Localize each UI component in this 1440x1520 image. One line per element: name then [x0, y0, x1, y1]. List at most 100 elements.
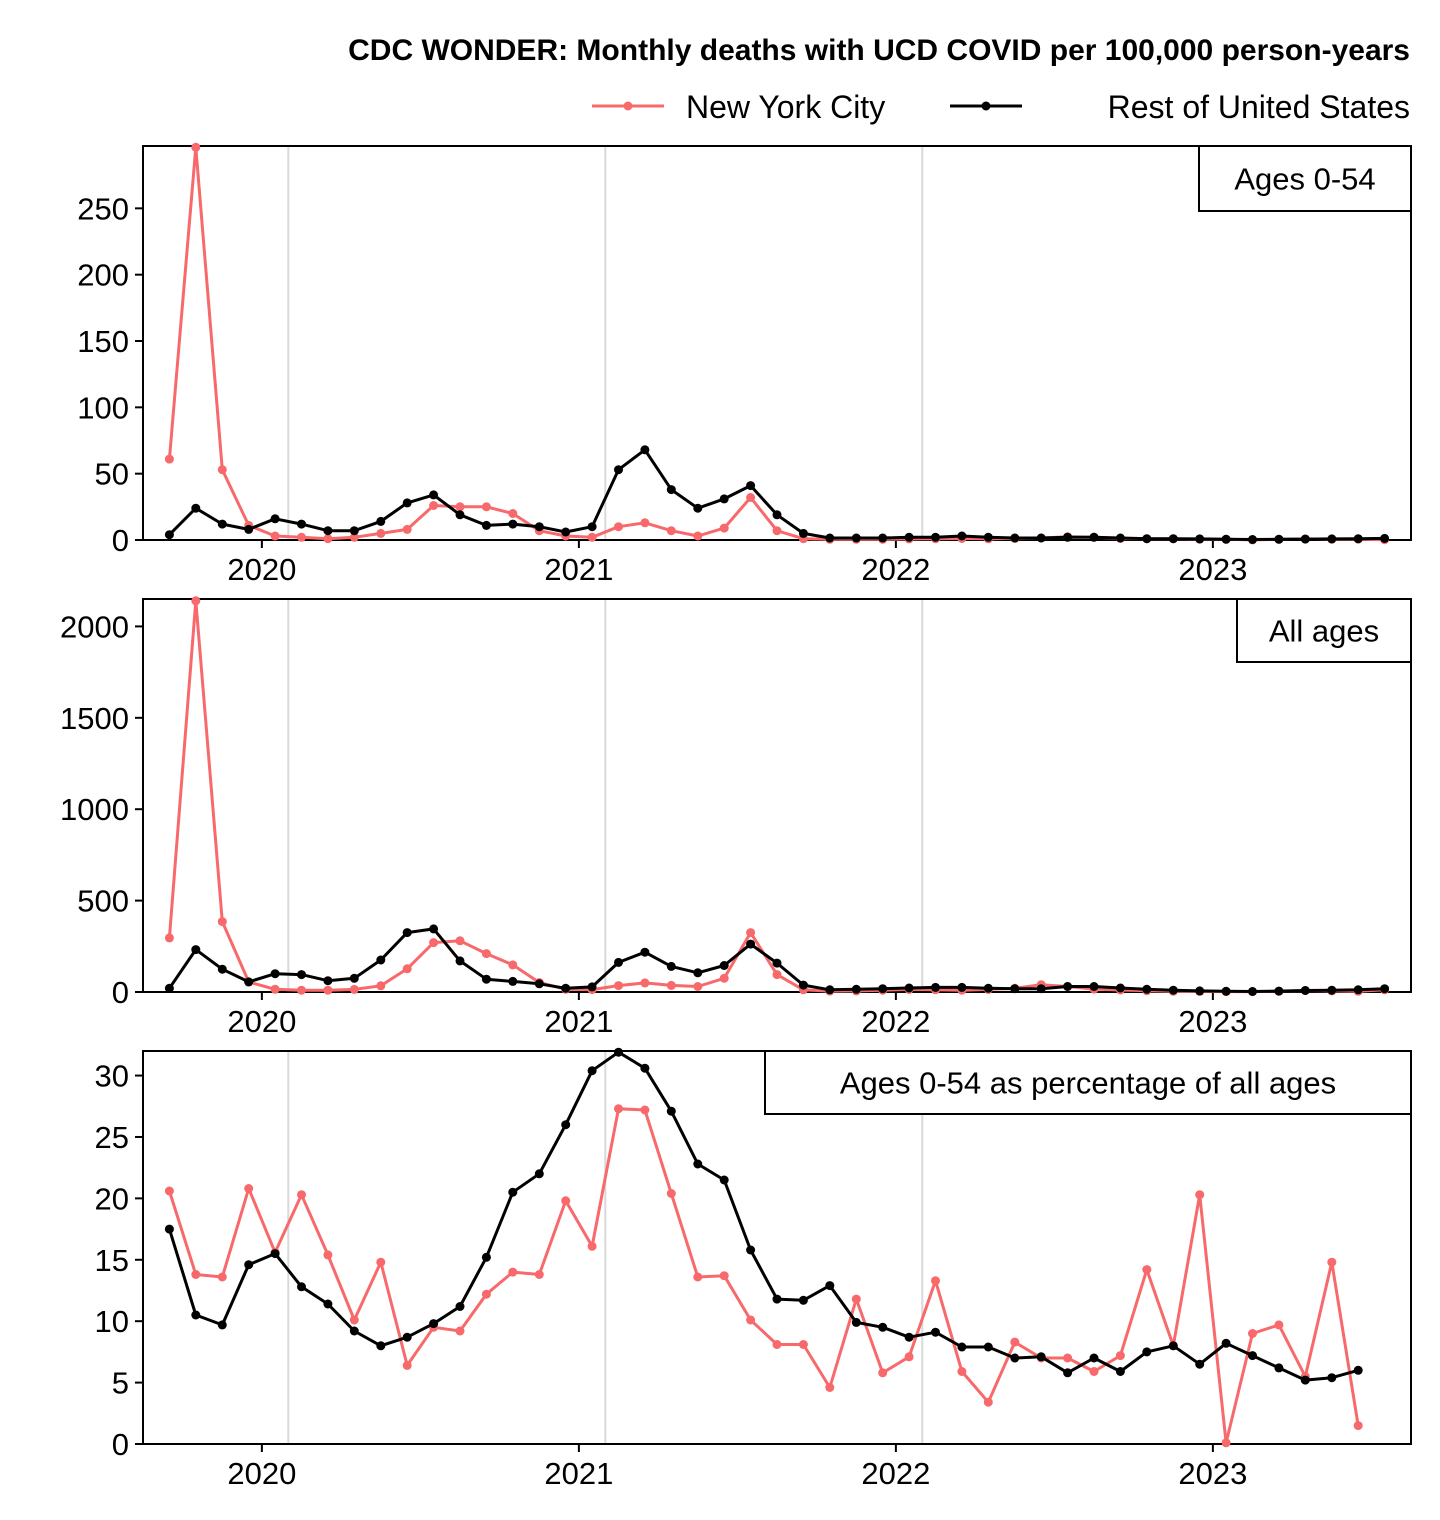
legend-label-nyc: New York City: [686, 89, 885, 125]
data-point-nyc: [640, 978, 650, 988]
data-point-rest: [534, 979, 544, 989]
series-line-rest: [168, 448, 1385, 541]
data-point-rest: [1142, 984, 1152, 994]
data-point-rest: [693, 1159, 703, 1169]
data-point-rest: [429, 490, 439, 500]
data-point-rest: [191, 503, 201, 513]
data-point-nyc: [614, 522, 623, 532]
plot-frame: [142, 145, 1412, 541]
data-point-rest: [270, 969, 280, 979]
data-point-rest: [746, 481, 756, 491]
y-tick-label: 0: [112, 975, 129, 1010]
data-point-nyc: [217, 1272, 227, 1282]
data-point-nyc: [1248, 1329, 1257, 1338]
y-tick-label: 10: [95, 1304, 129, 1339]
legend-item-rest: Rest of United States: [950, 89, 1410, 125]
data-point-rest: [957, 531, 967, 541]
data-point-nyc: [429, 938, 439, 948]
data-point-rest: [1300, 534, 1310, 544]
data-point-nyc: [534, 1270, 544, 1279]
data-point-rest: [931, 532, 940, 542]
data-point-rest: [349, 973, 359, 983]
data-point-rest: [1221, 534, 1231, 544]
data-point-rest: [481, 1252, 491, 1262]
data-point-nyc: [164, 1186, 174, 1196]
data-point-rest: [1142, 1347, 1152, 1357]
data-point-rest: [164, 983, 174, 993]
data-point-rest: [376, 516, 386, 526]
data-point-nyc: [666, 1189, 676, 1198]
data-point-nyc: [561, 1196, 571, 1206]
data-point-rest: [561, 983, 571, 993]
data-point-nyc: [349, 1315, 359, 1325]
legend-label-rest: Rest of United States: [1108, 89, 1410, 125]
data-point-nyc: [349, 532, 359, 542]
data-point-nyc: [746, 1315, 756, 1325]
x-tick-label: 2022: [861, 1456, 930, 1491]
data-point-rest: [1380, 984, 1390, 994]
data-point-nyc: [323, 1250, 333, 1260]
data-point-nyc: [640, 518, 650, 528]
data-point-nyc: [666, 526, 676, 536]
panel-label: All ages: [1269, 614, 1379, 649]
data-point-nyc: [402, 1360, 412, 1370]
data-point-rest: [1248, 987, 1257, 996]
y-tick-label: 150: [77, 324, 129, 359]
data-point-rest: [851, 1317, 861, 1327]
data-point-nyc: [1010, 1337, 1020, 1347]
data-point-rest: [1115, 533, 1125, 543]
data-point-rest: [957, 1342, 967, 1352]
data-point-nyc: [1142, 1265, 1152, 1275]
data-point-rest: [825, 985, 835, 995]
data-point-nyc: [878, 1368, 888, 1378]
data-point-rest: [1115, 1367, 1125, 1376]
data-point-nyc: [1353, 1421, 1363, 1431]
data-point-rest: [1300, 986, 1310, 995]
data-point-rest: [1353, 534, 1363, 544]
data-point-rest: [746, 1245, 756, 1255]
data-point-nyc: [587, 532, 597, 542]
x-tick-label: 2021: [544, 552, 613, 587]
data-point-rest: [1089, 1353, 1099, 1363]
data-point-rest: [164, 1224, 174, 1234]
data-point-nyc: [957, 1367, 967, 1376]
data-point-rest: [851, 533, 861, 543]
data-point-rest: [983, 532, 993, 542]
data-point-rest: [798, 980, 808, 990]
data-point-rest: [1142, 534, 1152, 544]
data-point-nyc: [376, 528, 386, 538]
y-tick-label: 100: [77, 390, 129, 425]
data-point-rest: [561, 527, 571, 537]
data-point-nyc: [614, 981, 623, 991]
data-point-nyc: [640, 1105, 650, 1115]
legend-marker-rest: [981, 101, 991, 111]
panel-label: Ages 0-54 as percentage of all ages: [840, 1066, 1336, 1101]
panel-percentage: 0 5 10 15 20 25 30 2020 2021 2022 2023 Ages 0-54 as…: [95, 1047, 1412, 1491]
legend-marker-nyc: [623, 101, 633, 111]
data-point-rest: [1380, 533, 1390, 543]
data-point-nyc: [1115, 1351, 1125, 1361]
data-point-rest: [1300, 1375, 1310, 1385]
data-point-nyc: [270, 984, 280, 994]
data-point-rest: [1327, 1373, 1337, 1383]
data-point-nyc: [1327, 1257, 1337, 1267]
data-point-rest: [534, 522, 544, 532]
y-tick-label: 25: [95, 1120, 129, 1155]
data-point-rest: [270, 514, 280, 524]
data-point-nyc: [772, 1340, 782, 1349]
data-point-nyc: [983, 1397, 993, 1407]
data-point-rest: [244, 977, 254, 987]
data-point-nyc: [455, 936, 465, 946]
data-point-nyc: [217, 465, 227, 475]
y-tick-label: 500: [77, 884, 129, 919]
data-point-nyc: [719, 523, 729, 533]
data-point-rest: [746, 939, 756, 949]
data-point-nyc: [455, 1326, 465, 1336]
data-point-rest: [1010, 1353, 1020, 1363]
data-point-rest: [402, 1332, 412, 1342]
data-point-rest: [587, 1066, 597, 1076]
data-point-nyc: [323, 534, 333, 544]
y-tick-label: 2000: [60, 609, 129, 644]
data-point-nyc: [402, 964, 412, 974]
data-point-rest: [429, 1319, 439, 1329]
